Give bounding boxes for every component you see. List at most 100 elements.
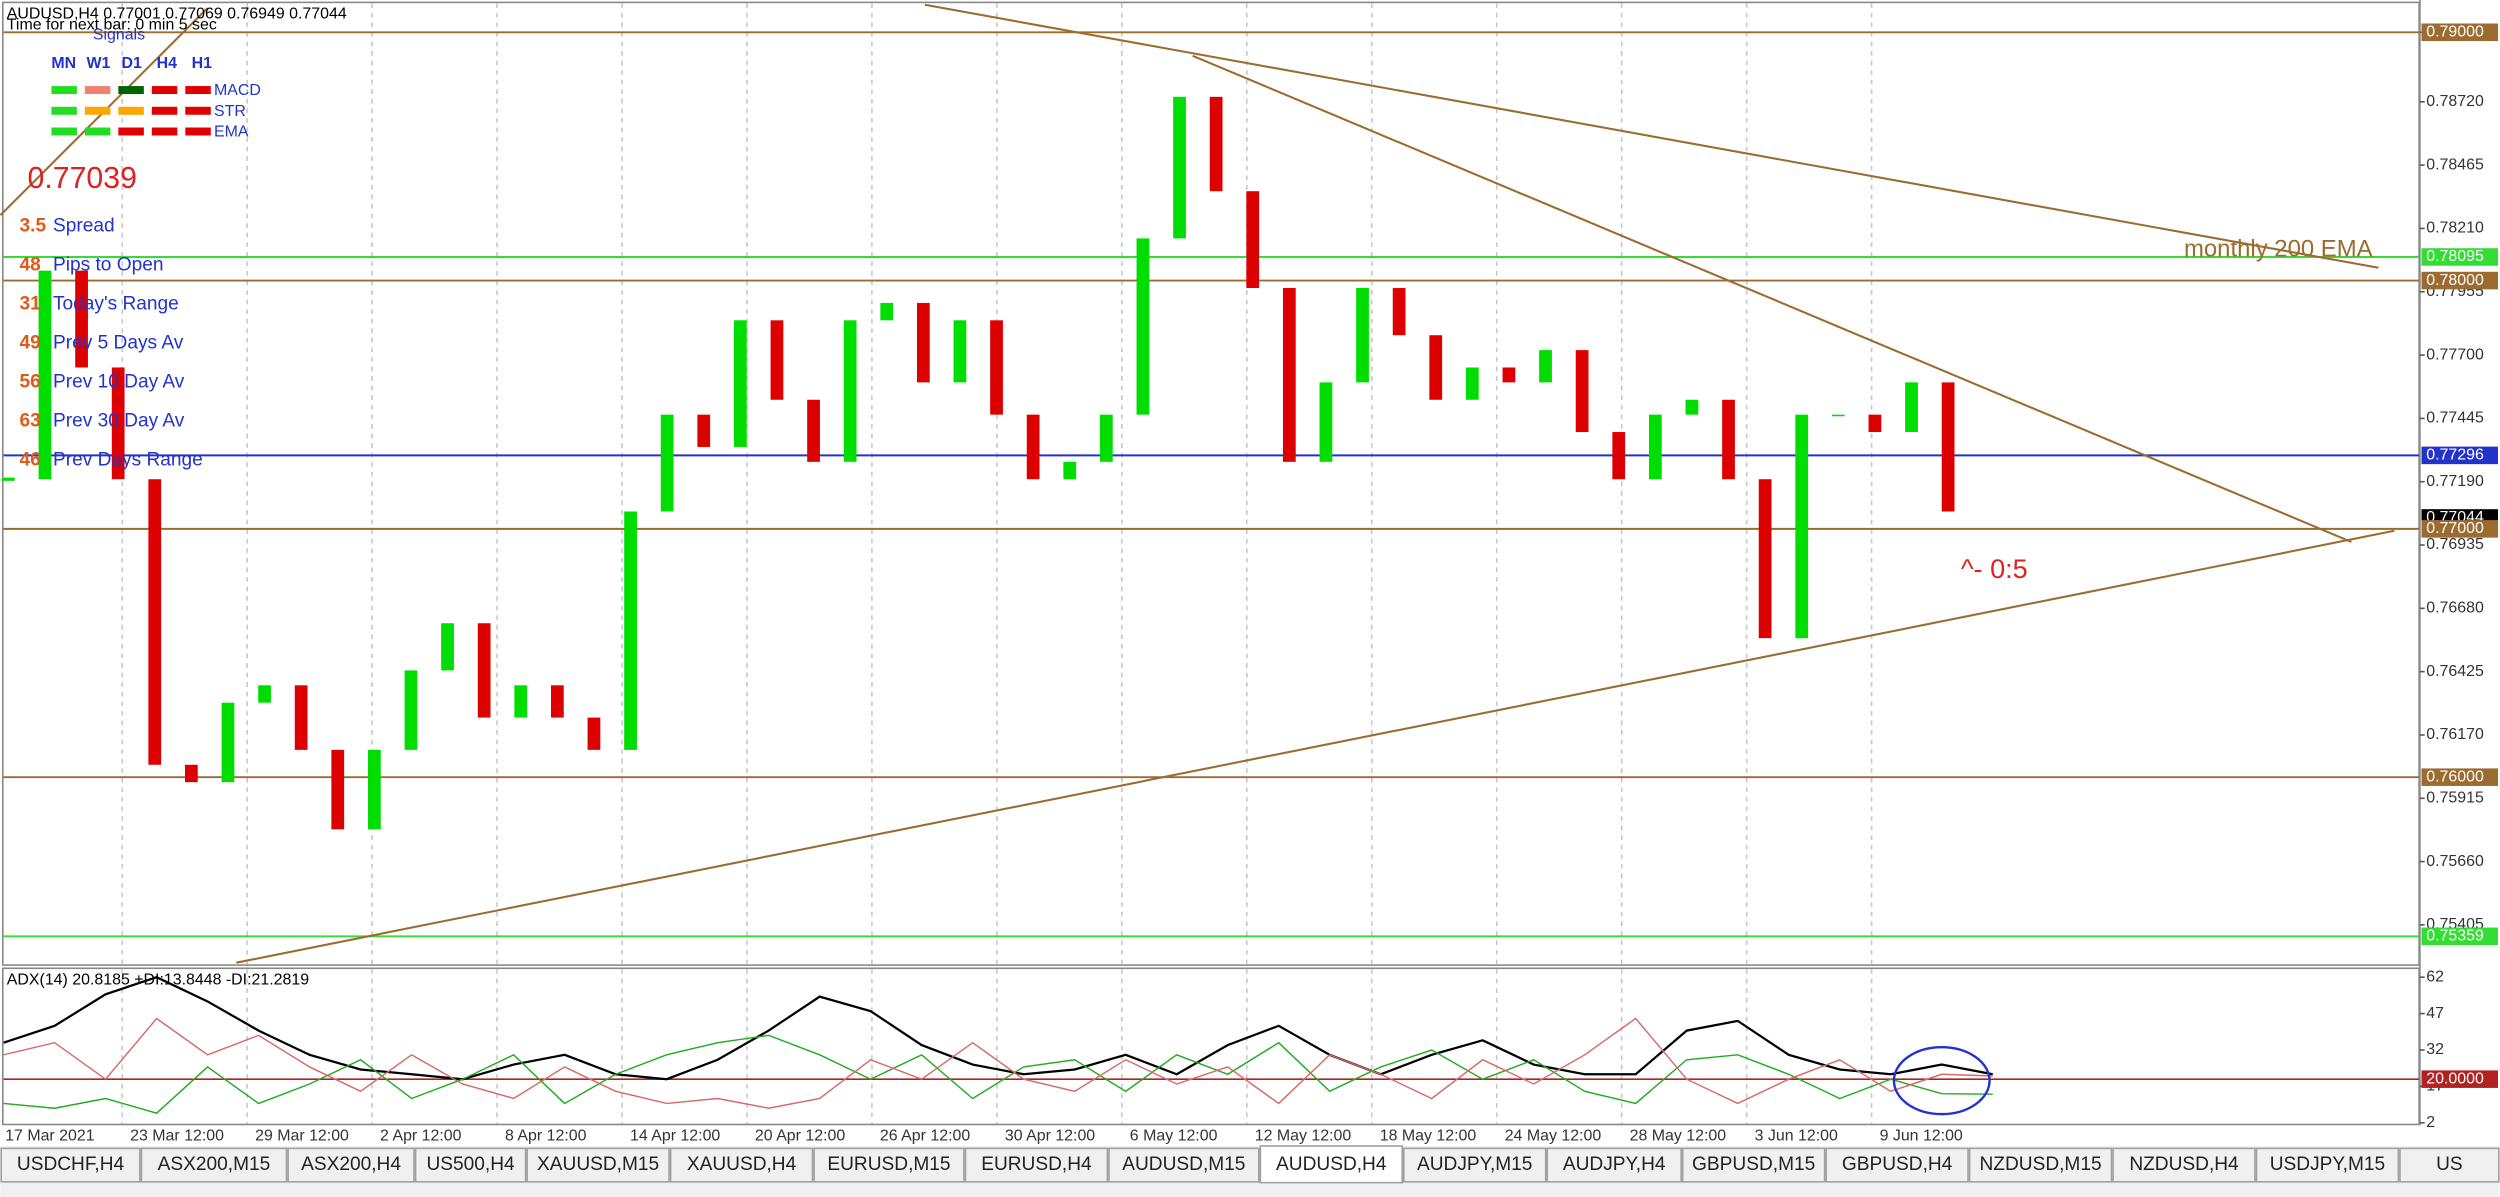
tab[interactable] — [2399, 1147, 2500, 1183]
x-tick-label: 6 May 12:00 — [1130, 1128, 1218, 1145]
tab-label[interactable]: XAUUSD,H4 — [687, 1154, 797, 1175]
y-tick-label: 0.75660 — [2426, 853, 2484, 870]
tab[interactable] — [964, 1147, 1109, 1183]
signal-light — [185, 127, 211, 136]
level-label: 0.78000 — [2426, 272, 2484, 289]
indicator-title: ADX(14) 20.8185 +DI:13.8448 -DI:21.2819 — [7, 971, 309, 988]
stat-value: 56 — [20, 372, 41, 393]
annotation: ^- 0:5 — [1961, 553, 2028, 584]
signal-light — [51, 127, 77, 136]
candle — [1319, 382, 1333, 462]
y-tick-label: 0.78720 — [2426, 93, 2484, 110]
level-label: 0.76000 — [2426, 768, 2484, 785]
candle — [624, 511, 637, 750]
tab-label[interactable]: EURUSD,M15 — [827, 1154, 950, 1175]
info-panel: AUDUSD,H4 0.77001 0.77069 0.76949 0.7704… — [7, 6, 2373, 989]
highlight-circle — [1892, 1045, 1991, 1116]
candle — [1575, 350, 1589, 433]
x-tick-label: 30 Apr 12:00 — [1005, 1128, 1095, 1145]
signal-light — [118, 106, 144, 115]
tab-label[interactable]: AUDJPY,M15 — [1417, 1154, 1532, 1175]
tab-label[interactable]: EURUSD,H4 — [981, 1154, 1092, 1175]
price-axis: 0.790000.787200.784650.782100.779550.777… — [2419, 0, 2499, 1131]
tab-label[interactable]: AUDUSD,H4 — [1276, 1154, 1387, 1175]
tab-label[interactable]: ASX200,M15 — [158, 1154, 271, 1175]
y-tick-label: 0.78210 — [2426, 220, 2484, 237]
candle — [697, 414, 711, 447]
candle — [1905, 382, 1918, 433]
y-tick-label: 0.78465 — [2426, 156, 2484, 173]
candle — [1722, 399, 1735, 480]
x-tick-label: 24 May 12:00 — [1505, 1128, 1602, 1145]
tab[interactable] — [2255, 1147, 2400, 1183]
tab[interactable] — [813, 1147, 965, 1183]
trendline — [236, 529, 2395, 964]
timeframe-label: MN — [51, 55, 76, 72]
tab-label[interactable]: USDJPY,M15 — [2270, 1154, 2385, 1175]
tab-label[interactable]: NZDUSD,M15 — [1980, 1154, 2102, 1175]
tab-label[interactable]: US500,H4 — [427, 1154, 516, 1175]
tab[interactable] — [287, 1147, 415, 1183]
candle — [770, 320, 784, 400]
candle — [148, 479, 162, 765]
candle — [294, 685, 308, 750]
tab-label[interactable]: NZDUSD,H4 — [2129, 1154, 2239, 1175]
levels — [3, 31, 2420, 938]
x-tick-label: 26 Apr 12:00 — [880, 1128, 970, 1145]
candle — [404, 670, 418, 750]
tab[interactable] — [1681, 1147, 1826, 1183]
tab[interactable] — [1825, 1147, 1969, 1183]
signal-light — [151, 106, 178, 115]
candle — [111, 367, 125, 480]
candle — [1099, 414, 1113, 462]
candle — [1612, 432, 1626, 480]
tab[interactable] — [414, 1147, 527, 1183]
candle — [1868, 414, 1882, 433]
tab[interactable] — [0, 1147, 141, 1183]
tab-label[interactable]: GBPUSD,H4 — [1842, 1154, 1953, 1175]
candle — [258, 685, 271, 703]
tab[interactable] — [1968, 1147, 2113, 1183]
x-tick-label: 2 Apr 12:00 — [380, 1128, 462, 1145]
tab-label[interactable]: AUDUSD,M15 — [1122, 1154, 1245, 1175]
x-tick-label: 18 May 12:00 — [1380, 1128, 1477, 1145]
candle — [843, 320, 857, 462]
tab[interactable] — [1546, 1147, 1682, 1183]
level-label: 0.78095 — [2426, 248, 2484, 265]
tab[interactable] — [2112, 1147, 2256, 1183]
adx-line — [3, 976, 1993, 1081]
signal-light — [51, 106, 77, 115]
signal-name: MACD — [214, 82, 261, 99]
current-price: 0.77039 — [27, 162, 136, 195]
candle — [880, 302, 894, 321]
level-badge — [2421, 1070, 2499, 1088]
tab[interactable] — [1403, 1147, 1547, 1183]
stat-label: Today's Range — [53, 293, 179, 314]
candle — [587, 717, 601, 750]
candle — [550, 685, 564, 718]
tab[interactable] — [1259, 1145, 1404, 1184]
tab-label[interactable]: ASX200,H4 — [301, 1154, 401, 1175]
tab-label[interactable]: AUDJPY,H4 — [1563, 1154, 1666, 1175]
tab-label[interactable]: GBPUSD,M15 — [1692, 1154, 1815, 1175]
stat-label: Pips to Open — [53, 254, 163, 275]
tab[interactable] — [669, 1147, 814, 1183]
timeframe-label: W1 — [86, 55, 110, 72]
tab-label[interactable]: US — [2436, 1154, 2463, 1175]
y-tick-label: 0.77445 — [2426, 410, 2484, 427]
candle — [953, 320, 967, 383]
signal-name: STR — [214, 103, 246, 120]
tab-label[interactable]: USDCHF,H4 — [17, 1154, 125, 1175]
stat-label: Prev Days Range — [53, 450, 203, 471]
stat-value: 31 — [20, 293, 42, 314]
tab[interactable] — [140, 1147, 288, 1183]
x-tick-label: 23 Mar 12:00 — [130, 1128, 224, 1145]
tab[interactable] — [526, 1147, 670, 1183]
tab[interactable] — [1108, 1147, 1260, 1183]
candle — [1356, 288, 1369, 383]
candle — [1063, 461, 1077, 480]
tab-label[interactable]: XAUUSD,M15 — [537, 1154, 659, 1175]
stat-value: 3.5 — [20, 215, 47, 236]
x-tick-label: 20 Apr 12:00 — [755, 1128, 845, 1145]
adx-line — [3, 1034, 1993, 1114]
